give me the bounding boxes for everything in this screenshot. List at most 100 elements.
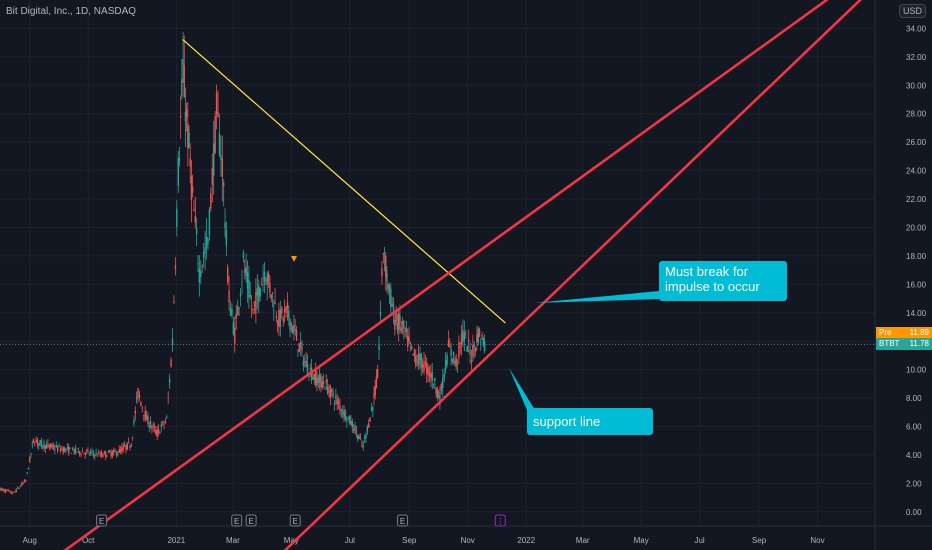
candle-body — [26, 472, 28, 474]
candle-body — [27, 467, 30, 470]
candle-body — [214, 115, 216, 154]
candle-body — [382, 253, 385, 255]
candle-body — [83, 452, 85, 454]
candle-body — [474, 347, 477, 352]
candle-body — [38, 442, 40, 446]
candle-body — [78, 451, 81, 455]
y-tick-label: 30.00 — [906, 81, 927, 90]
x-tick-label: 2022 — [517, 536, 535, 545]
candle-body — [81, 451, 84, 453]
candle-body — [202, 252, 205, 258]
candle-body — [359, 437, 362, 438]
candle-body — [69, 447, 71, 449]
candle-body — [68, 446, 70, 454]
candle-body — [133, 420, 135, 424]
candle-body — [193, 208, 195, 211]
candle-body — [48, 444, 51, 448]
candle-body — [215, 92, 218, 115]
candle-body — [401, 321, 404, 325]
candle-body — [141, 407, 144, 409]
candle-body — [129, 446, 131, 448]
candle-body — [138, 394, 141, 398]
candle-body — [204, 247, 206, 254]
callout-break-annotation[interactable]: Must break for impulse to occur — [659, 261, 787, 301]
candle-body — [480, 342, 482, 344]
candle-body — [309, 367, 311, 369]
candle-body — [390, 288, 392, 308]
candle-body — [187, 123, 189, 149]
candle-body — [54, 449, 56, 450]
candle-body — [420, 353, 422, 368]
candle-body — [316, 376, 318, 386]
candle-body — [188, 132, 190, 148]
candle-body — [286, 302, 289, 310]
callout-support-annotation[interactable]: support line — [527, 408, 653, 435]
candle-body — [39, 440, 41, 443]
candle-body — [164, 421, 167, 423]
candle-body — [295, 330, 298, 341]
candle-body — [95, 452, 97, 454]
candle-body — [1, 489, 4, 490]
candle-body — [167, 398, 169, 400]
candle-body — [273, 310, 275, 311]
candle-body — [7, 490, 9, 491]
candle-body — [339, 405, 341, 410]
candle-body — [22, 482, 24, 484]
candle-body — [228, 290, 230, 303]
lower-support-line — [283, 0, 863, 550]
candle-body — [176, 208, 178, 227]
symbol-label: BTBT — [879, 339, 900, 348]
candle-body — [181, 78, 183, 97]
candle-body — [362, 445, 364, 448]
candle-body — [244, 268, 246, 273]
candle-body — [11, 493, 13, 494]
candle-body — [458, 342, 460, 359]
candle-body — [275, 316, 278, 318]
candle-body — [469, 349, 471, 355]
candle-body — [283, 308, 286, 312]
event-marker — [289, 514, 301, 527]
candle-body — [248, 280, 250, 298]
candle-body — [381, 268, 383, 277]
candle-body — [52, 445, 55, 449]
candle-body — [395, 310, 397, 323]
candle-body — [173, 301, 175, 303]
candle-body — [476, 334, 478, 342]
candle-body — [434, 377, 436, 382]
candle-body — [396, 323, 399, 331]
candle-body — [134, 410, 137, 415]
event-marker-label: E — [293, 517, 298, 526]
candle-body — [312, 377, 314, 380]
candle-body — [263, 271, 266, 283]
candle-body — [106, 456, 108, 458]
candle-body — [113, 449, 115, 453]
candle-body — [182, 59, 184, 65]
pre-label: Pre — [879, 328, 892, 337]
x-tick-label: Nov — [810, 536, 824, 545]
candle-body — [467, 339, 470, 342]
y-tick-label: 14.00 — [906, 309, 927, 318]
x-tick-label: Sep — [752, 536, 767, 545]
candle-body — [213, 143, 215, 176]
candle-body — [258, 285, 260, 303]
candle-body — [394, 319, 396, 330]
candle-body — [211, 167, 213, 185]
candle-body — [266, 274, 268, 285]
candle-body — [45, 444, 48, 449]
y-tick-label: 16.00 — [906, 280, 927, 289]
candle-body — [290, 323, 293, 326]
candle-body — [227, 267, 229, 283]
candle-body — [207, 237, 209, 245]
candle-body — [322, 381, 325, 385]
candle-body — [262, 277, 264, 279]
currency-badge[interactable]: USD — [898, 4, 926, 18]
candle-body — [130, 444, 132, 447]
candle-body — [163, 423, 165, 425]
candle-body — [470, 360, 473, 363]
candle-body — [143, 414, 145, 416]
candle-body — [62, 447, 64, 453]
candle-body — [253, 301, 256, 307]
candle-body — [336, 399, 338, 405]
